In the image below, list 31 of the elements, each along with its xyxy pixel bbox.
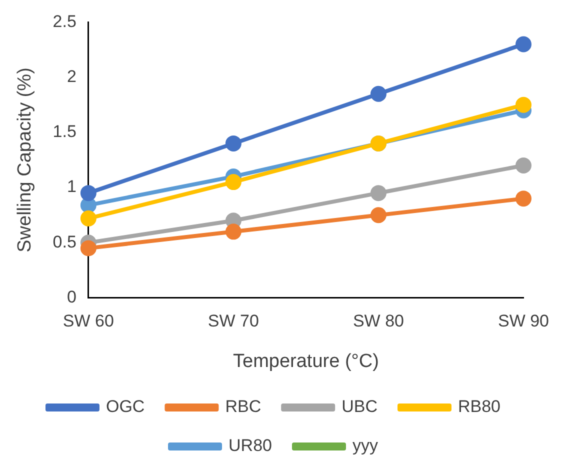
point	[370, 207, 386, 224]
legend-label: UBC	[342, 397, 378, 416]
legend-label: OGC	[106, 397, 145, 416]
y-tick-label: 2	[66, 67, 76, 86]
y-axis-title: Swelling Capacity (%)	[14, 68, 36, 252]
x-tick-label: SW 80	[352, 312, 404, 331]
y-tick-label: 0.5	[52, 232, 76, 252]
point	[80, 210, 96, 226]
legend-label: yyy	[352, 436, 378, 456]
x-tick-label: SW 90	[498, 312, 550, 331]
point	[225, 174, 242, 190]
legend-label: UR80	[228, 436, 272, 456]
point	[370, 185, 386, 202]
x-axis-title: Temperature (°C)	[233, 350, 379, 372]
point	[515, 190, 532, 207]
point	[80, 185, 96, 202]
point	[370, 86, 386, 102]
legend-label: RB80	[458, 397, 501, 416]
point	[225, 135, 242, 152]
point	[515, 96, 532, 113]
legend-label: RBC	[225, 397, 262, 416]
y-tick-label: 0	[66, 287, 76, 306]
x-tick-label: SW 70	[208, 312, 259, 331]
point	[80, 240, 96, 256]
point	[515, 158, 532, 174]
y-tick-label: 2.5	[52, 12, 76, 31]
x-tick-label: SW 60	[62, 312, 114, 331]
y-tick-label: 1	[66, 177, 76, 196]
y-tick-label: 1.5	[52, 122, 76, 142]
point	[225, 224, 242, 240]
point	[515, 36, 532, 52]
